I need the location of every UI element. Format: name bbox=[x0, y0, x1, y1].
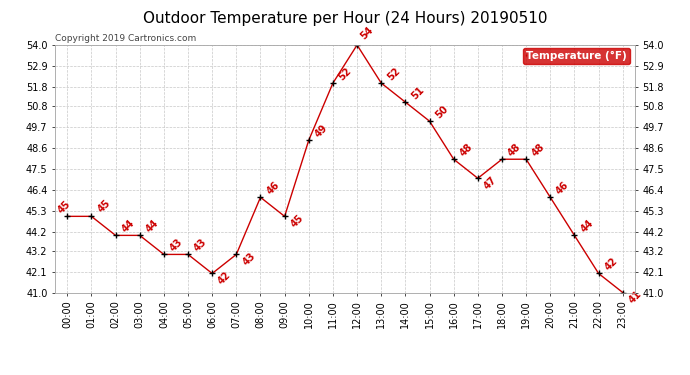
Text: 46: 46 bbox=[555, 180, 571, 196]
Text: 45: 45 bbox=[96, 198, 112, 214]
Text: 54: 54 bbox=[359, 25, 375, 42]
Text: 43: 43 bbox=[241, 251, 257, 267]
Text: 47: 47 bbox=[482, 175, 499, 191]
Text: 46: 46 bbox=[265, 180, 282, 196]
Text: Copyright 2019 Cartronics.com: Copyright 2019 Cartronics.com bbox=[55, 33, 197, 42]
Text: 49: 49 bbox=[313, 123, 330, 140]
Text: 44: 44 bbox=[144, 218, 161, 235]
Text: 43: 43 bbox=[168, 237, 185, 254]
Text: 48: 48 bbox=[531, 142, 547, 159]
Text: 50: 50 bbox=[434, 104, 451, 120]
Text: 42: 42 bbox=[603, 256, 620, 273]
Text: 42: 42 bbox=[217, 270, 233, 286]
Text: 48: 48 bbox=[458, 142, 475, 159]
Legend: Temperature (°F): Temperature (°F) bbox=[522, 48, 629, 64]
Text: 51: 51 bbox=[410, 85, 426, 101]
Text: Outdoor Temperature per Hour (24 Hours) 20190510: Outdoor Temperature per Hour (24 Hours) … bbox=[143, 11, 547, 26]
Text: 44: 44 bbox=[579, 218, 595, 235]
Text: 52: 52 bbox=[386, 66, 402, 82]
Text: 48: 48 bbox=[506, 142, 523, 159]
Text: 45: 45 bbox=[289, 213, 306, 230]
Text: 44: 44 bbox=[120, 218, 137, 235]
Text: 43: 43 bbox=[193, 237, 209, 254]
Text: 41: 41 bbox=[627, 289, 644, 306]
Text: 52: 52 bbox=[337, 66, 354, 82]
Text: 45: 45 bbox=[56, 199, 72, 216]
